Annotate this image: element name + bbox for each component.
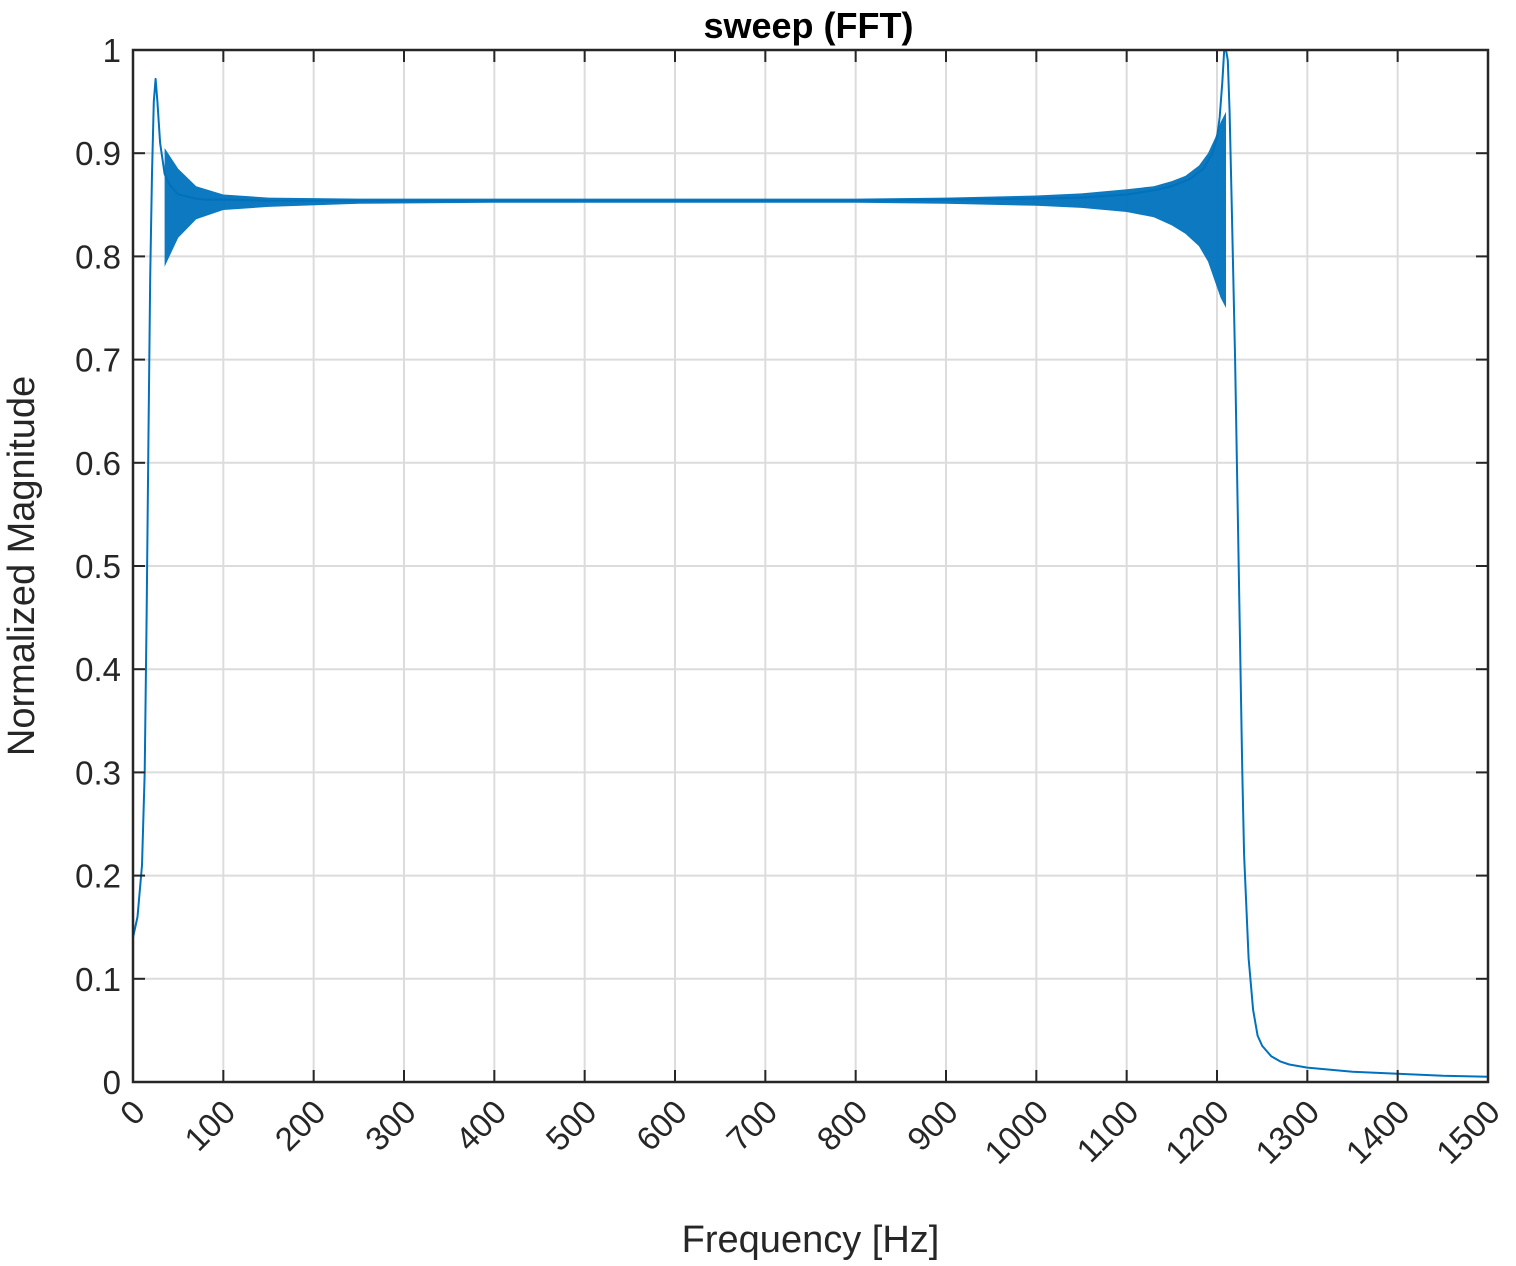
series-line (133, 49, 1488, 1078)
y-tick-labels: 0 0.1 0.2 0.3 0.4 0.5 0.6 0.7 0.8 0.9 1 (75, 32, 121, 1101)
x-tick-label: 1400 (1339, 1093, 1417, 1171)
x-tick-label: 800 (810, 1093, 875, 1158)
series (133, 49, 1488, 1078)
x-tick-label: 400 (448, 1093, 513, 1158)
x-tick-labels: 0 100 200 300 400 500 600 700 800 900 1000 1100 1200… (113, 1093, 1507, 1171)
y-tick-label: 0 (103, 1064, 121, 1101)
x-tick-label: 200 (268, 1093, 333, 1158)
y-tick-label: 0.7 (75, 342, 121, 379)
y-tick-label: 1 (103, 32, 121, 69)
plot-area (131, 48, 1490, 1084)
y-tick-label: 0.2 (75, 858, 121, 895)
grid (132, 49, 1489, 1083)
x-tick-label: 1500 (1429, 1093, 1507, 1171)
chart-title: sweep (FFT) (703, 5, 913, 46)
y-tick-label: 0.5 (75, 548, 121, 585)
y-tick-label: 0.4 (75, 651, 121, 688)
x-tick-label: 300 (358, 1093, 423, 1158)
x-tick-label: 700 (719, 1093, 784, 1158)
x-tick-label: 1100 (1069, 1093, 1145, 1169)
y-axis-title: Normalized Magnitude (1, 376, 43, 756)
y-tick-label: 0.3 (75, 754, 121, 791)
series-ripple-band (164, 111, 1227, 309)
x-tick-label: 100 (177, 1093, 242, 1158)
y-tick-label: 0.9 (75, 135, 121, 172)
x-tick-label: 900 (900, 1093, 965, 1158)
y-tick-label: 0.1 (75, 961, 121, 998)
x-tick-label: 1000 (977, 1093, 1055, 1171)
y-tick-label: 0.8 (75, 238, 121, 275)
x-tick-label: 500 (539, 1093, 604, 1158)
x-tick-label: 1200 (1158, 1093, 1236, 1171)
x-tick-label: 600 (629, 1093, 694, 1158)
x-tick-label: 1300 (1248, 1093, 1326, 1171)
y-tick-label: 0.6 (75, 445, 121, 482)
x-axis-title: Frequency [Hz] (682, 1219, 940, 1261)
